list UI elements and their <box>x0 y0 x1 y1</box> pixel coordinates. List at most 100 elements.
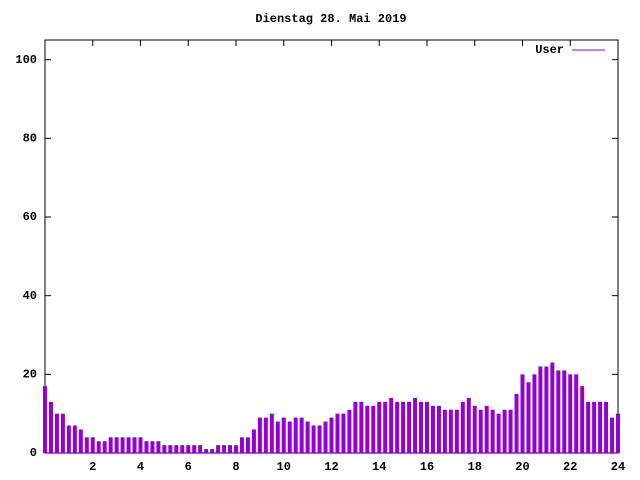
impulse <box>502 409 507 453</box>
impulse <box>544 366 549 453</box>
impulse <box>251 429 256 453</box>
impulse <box>198 445 203 453</box>
x-tick-label: 18 <box>468 460 482 474</box>
impulse <box>448 409 453 453</box>
impulse <box>586 401 591 453</box>
impulse <box>592 401 597 453</box>
impulse <box>281 417 286 453</box>
impulse <box>114 437 119 453</box>
impulse <box>472 405 477 453</box>
impulse <box>96 441 101 453</box>
impulse <box>383 401 388 453</box>
y-tick-label: 100 <box>15 53 37 67</box>
impulse <box>604 401 609 453</box>
impulse <box>407 401 412 453</box>
y-tick-label: 60 <box>23 210 37 224</box>
impulse <box>239 437 244 453</box>
impulse <box>245 437 250 453</box>
impulse <box>263 417 268 453</box>
impulse <box>359 401 364 453</box>
impulse <box>222 445 227 453</box>
impulse <box>532 374 537 453</box>
impulse <box>150 441 155 453</box>
impulse <box>466 397 471 453</box>
impulse <box>216 445 221 453</box>
impulse <box>108 437 113 453</box>
impulse <box>72 425 77 453</box>
impulse <box>526 382 531 453</box>
chart-title: Dienstag 28. Mai 2019 <box>255 12 406 26</box>
x-tick-label: 20 <box>515 460 529 474</box>
impulse <box>54 413 59 453</box>
impulse <box>353 401 358 453</box>
impulse <box>204 449 209 453</box>
impulse <box>425 401 429 453</box>
impulse <box>228 445 233 453</box>
impulse <box>90 437 95 453</box>
x-tick-label: 2 <box>89 460 96 474</box>
impulse <box>454 409 459 453</box>
impulse <box>484 405 489 453</box>
impulse <box>48 401 53 453</box>
impulse <box>389 397 394 453</box>
impulse <box>162 445 167 453</box>
impulse <box>496 413 501 453</box>
impulse <box>269 413 274 453</box>
x-tick-label: 22 <box>563 460 577 474</box>
impulse <box>138 437 143 453</box>
y-tick-label: 40 <box>23 289 37 303</box>
impulse <box>192 445 197 453</box>
impulse <box>598 401 603 453</box>
impulse <box>156 441 161 453</box>
impulse <box>347 409 352 453</box>
impulse <box>102 441 107 453</box>
y-tick-label: 0 <box>30 446 37 460</box>
impulse <box>66 425 71 453</box>
impulse <box>413 397 418 453</box>
impulse <box>257 417 262 453</box>
impulse <box>550 362 555 453</box>
impulse <box>538 366 543 453</box>
x-tick-label: 4 <box>137 460 144 474</box>
plot-frame <box>44 39 619 454</box>
y-tick-label: 20 <box>23 368 37 382</box>
impulse <box>126 437 131 453</box>
impulse <box>508 409 513 453</box>
impulse <box>365 405 370 453</box>
x-tick-label: 8 <box>232 460 239 474</box>
impulse <box>616 413 620 453</box>
impulse <box>168 445 173 453</box>
impulse <box>287 421 292 453</box>
impulse <box>419 401 424 453</box>
impulse <box>430 405 435 453</box>
impulse <box>275 421 280 453</box>
impulse <box>311 425 316 453</box>
impulse <box>144 441 149 453</box>
impulse <box>132 437 137 453</box>
impulse <box>377 401 382 453</box>
impulse <box>335 413 340 453</box>
impulse <box>293 417 298 453</box>
y-tick-label: 80 <box>23 132 37 146</box>
impulse <box>317 425 322 453</box>
x-tick-label: 16 <box>420 460 434 474</box>
impulse <box>341 413 346 453</box>
impulse <box>371 405 376 453</box>
impulse <box>305 421 310 453</box>
impulse <box>186 445 191 453</box>
impulse <box>478 409 483 453</box>
impulse <box>562 370 567 453</box>
impulse <box>180 445 185 453</box>
x-tick-label: 24 <box>611 460 625 474</box>
impulse <box>490 409 495 453</box>
impulse <box>78 429 83 453</box>
impulse <box>60 413 65 453</box>
impulse <box>84 437 89 453</box>
x-tick-label: 14 <box>372 460 386 474</box>
impulse <box>329 417 334 453</box>
impulse <box>574 374 579 453</box>
impulse <box>299 417 304 453</box>
impulse <box>234 445 238 453</box>
impulse <box>610 417 615 453</box>
